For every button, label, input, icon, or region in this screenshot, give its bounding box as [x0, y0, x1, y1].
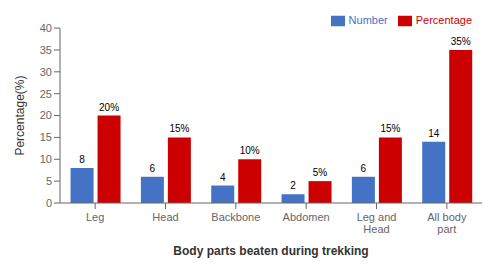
svg-text:35: 35 [40, 44, 52, 56]
svg-text:8: 8 [79, 154, 85, 165]
svg-text:All bodypart: All bodypart [427, 211, 467, 235]
svg-text:15: 15 [40, 131, 52, 143]
svg-text:Abdomen: Abdomen [283, 211, 330, 223]
svg-text:Body parts beaten during trekk: Body parts beaten during trekking [173, 244, 368, 258]
svg-text:6: 6 [150, 163, 156, 174]
svg-text:5: 5 [46, 175, 52, 187]
html-text:Number: Number [348, 14, 388, 26]
svg-text:40: 40 [40, 22, 52, 34]
svg-text:Backbone: Backbone [211, 211, 260, 223]
svg-text:10: 10 [40, 153, 52, 165]
svg-text:30: 30 [40, 66, 52, 78]
svg-text:Leg: Leg [86, 211, 104, 223]
svg-text:6: 6 [361, 163, 367, 174]
svg-text:25: 25 [40, 88, 52, 100]
svg-text:5%: 5% [313, 167, 328, 178]
svg-text:14: 14 [428, 128, 440, 139]
svg-text:0: 0 [46, 197, 52, 209]
svg-text:35%: 35% [451, 36, 471, 47]
svg-text:20%: 20% [99, 102, 119, 113]
svg-text:20: 20 [40, 109, 52, 121]
html-text:Percentage: Percentage [415, 14, 472, 26]
svg-text:10%: 10% [240, 145, 260, 156]
svg-text:Leg andHead: Leg andHead [357, 211, 397, 235]
svg-text:4: 4 [220, 172, 226, 183]
svg-text:Head: Head [152, 211, 178, 223]
svg-text:Percentage(%): Percentage(%) [13, 76, 27, 156]
svg-text:2: 2 [290, 180, 296, 191]
svg-text:15%: 15% [380, 123, 400, 134]
svg-text:15%: 15% [169, 123, 189, 134]
